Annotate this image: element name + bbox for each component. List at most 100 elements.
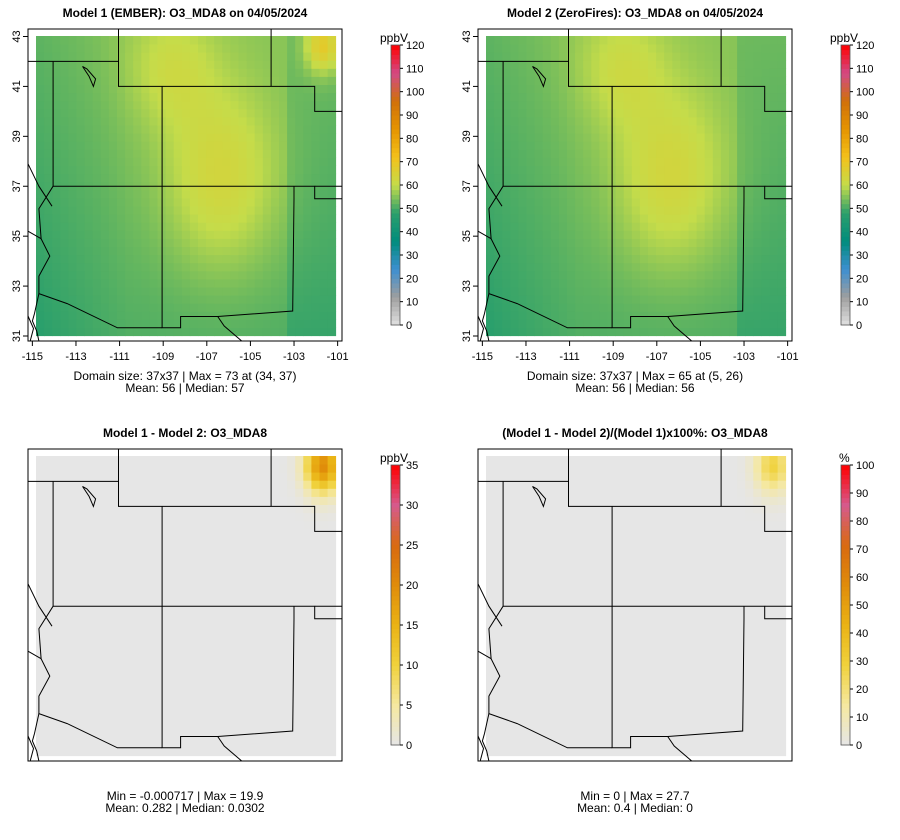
heatmap-cell xyxy=(270,707,280,716)
heatmap-cell xyxy=(737,287,746,296)
colorbar-segment xyxy=(391,740,400,746)
heatmap-cell xyxy=(567,707,576,716)
heatmap-cell xyxy=(108,545,118,554)
heatmap-cell xyxy=(615,303,625,312)
heatmap-cell xyxy=(599,699,608,708)
x-tick-label: -101 xyxy=(327,351,349,363)
heatmap-cell xyxy=(100,141,110,150)
heatmap-cell xyxy=(262,520,272,530)
heatmap-cell xyxy=(108,618,118,627)
heatmap-cell xyxy=(303,303,312,312)
heatmap-cell xyxy=(254,279,264,288)
heatmap-cell xyxy=(295,295,304,304)
heatmap-cell xyxy=(753,84,762,94)
heatmap-cell xyxy=(777,84,787,94)
heatmap-cell xyxy=(303,723,312,732)
heatmap-cell xyxy=(672,295,681,304)
heatmap-cell xyxy=(246,303,256,312)
heatmap-cell xyxy=(745,262,754,272)
heatmap-cell xyxy=(494,270,503,280)
heatmap-cell xyxy=(238,165,247,175)
heatmap-cell xyxy=(108,92,118,102)
heatmap-cell xyxy=(696,238,706,247)
heatmap-cell xyxy=(222,133,231,142)
heatmap-cell xyxy=(591,666,600,676)
heatmap-cell xyxy=(583,222,592,231)
heatmap-cell xyxy=(712,198,722,207)
heatmap-cell xyxy=(173,666,183,676)
heatmap-cell xyxy=(303,295,312,304)
heatmap-cell xyxy=(295,569,304,578)
heatmap-cell xyxy=(623,723,633,732)
heatmap-cell xyxy=(534,238,544,247)
heatmap-cell xyxy=(680,214,689,223)
heatmap-cell xyxy=(238,149,247,158)
colorbar-tick-label: 30 xyxy=(406,500,418,512)
heatmap-cell xyxy=(149,206,158,215)
heatmap-cell xyxy=(84,222,94,231)
colorbar-segment xyxy=(841,129,850,135)
heatmap-cell xyxy=(68,303,77,312)
heatmap-cell xyxy=(76,723,85,732)
heatmap-cell xyxy=(664,715,673,724)
heatmap-cell xyxy=(230,642,239,651)
heatmap-cell xyxy=(534,674,544,684)
heatmap-cell xyxy=(295,262,304,272)
heatmap-cell xyxy=(60,189,69,199)
heatmap-cell xyxy=(206,520,215,530)
heatmap-cell xyxy=(696,133,706,142)
heatmap-cell xyxy=(222,545,231,554)
heatmap-cell xyxy=(567,125,576,134)
heatmap-cell xyxy=(591,295,600,304)
heatmap-cell xyxy=(206,747,215,757)
heatmap-cell xyxy=(230,230,239,239)
heatmap-cell xyxy=(558,658,568,667)
heatmap-cell xyxy=(230,92,239,102)
heatmap-cell xyxy=(84,593,94,603)
heatmap-cell xyxy=(60,456,69,465)
heatmap-cell xyxy=(254,707,264,716)
heatmap-cell xyxy=(753,723,762,732)
heatmap-cell xyxy=(720,133,730,142)
heatmap-cell xyxy=(262,238,272,247)
heatmap-cell xyxy=(44,92,53,102)
colorbar-segment xyxy=(391,63,400,69)
heatmap-cell xyxy=(648,165,657,175)
heatmap-cell xyxy=(117,569,126,578)
heatmap-cell xyxy=(295,108,304,118)
heatmap-cell xyxy=(100,206,110,215)
heatmap-cell xyxy=(165,246,175,256)
heatmap-cell xyxy=(494,198,503,207)
heatmap-cell xyxy=(189,198,199,207)
heatmap-cell xyxy=(599,76,608,85)
heatmap-cell xyxy=(664,52,673,61)
heatmap-cell xyxy=(84,270,94,280)
heatmap-cell xyxy=(327,311,337,320)
heatmap-cell xyxy=(672,327,681,337)
heatmap-cell xyxy=(534,92,544,102)
heatmap-cell xyxy=(149,537,158,546)
heatmap-cell xyxy=(311,545,320,554)
heatmap-cell xyxy=(745,303,754,312)
heatmap-cell xyxy=(206,666,215,676)
heatmap-cell xyxy=(125,520,134,530)
heatmap-cell xyxy=(534,642,544,651)
heatmap-cell xyxy=(36,141,45,150)
heatmap-cell xyxy=(108,108,118,118)
heatmap-cell xyxy=(84,480,94,489)
heatmap-cell xyxy=(769,658,778,667)
heatmap-cell xyxy=(327,262,337,272)
heatmap-cell xyxy=(76,198,85,207)
heatmap-cell xyxy=(761,230,770,239)
heatmap-cell xyxy=(720,214,730,223)
heatmap-cell xyxy=(230,626,239,635)
heatmap-cell xyxy=(648,311,657,320)
heatmap-cell xyxy=(198,553,207,562)
heatmap-cell xyxy=(206,214,215,223)
heatmap-cell xyxy=(631,254,641,264)
heatmap-cell xyxy=(246,650,256,659)
heatmap-cell xyxy=(189,634,199,643)
heatmap-cell xyxy=(60,84,69,94)
heatmap-cell xyxy=(60,520,69,530)
heatmap-cell xyxy=(222,496,231,505)
